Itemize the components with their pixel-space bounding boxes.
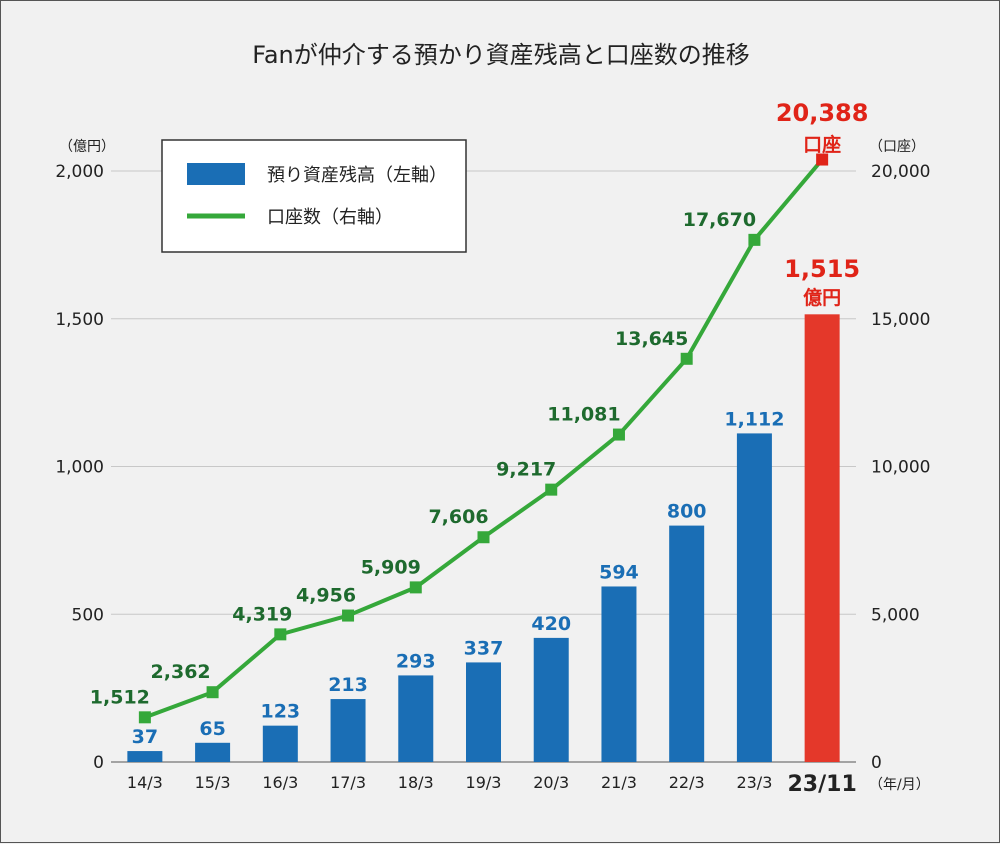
x-axis-ticks: 14/3 15/3 16/3 17/3 18/3 19/3 20/3 21/3 22/3 23/3…	[127, 772, 857, 797]
line-value-label: 4,319	[232, 603, 292, 625]
x-tick-label: 20/3	[533, 773, 569, 792]
bar-series: 37 65 123 213 293 337 420 594 800 1,112	[127, 314, 840, 762]
x-tick-label: 16/3	[262, 773, 298, 792]
legend-bar-swatch	[187, 163, 245, 185]
line-marker	[612, 428, 625, 441]
x-tick-label: 18/3	[398, 773, 434, 792]
highlight-bar-value: 1,515	[784, 255, 860, 283]
legend-bar-label: 預り資産残高（左軸）	[267, 165, 447, 186]
line-value-label: 11,081	[547, 404, 620, 426]
x-tick-label: 23/3	[736, 773, 772, 792]
legend: 預り資産残高（左軸） 口座数（右軸）	[161, 139, 467, 253]
line-value-label: 7,606	[428, 506, 488, 528]
left-tick-label: 1,000	[55, 458, 104, 478]
bar	[262, 725, 298, 762]
right-tick-label: 5,000	[871, 605, 920, 625]
line-marker	[816, 153, 829, 166]
right-axis-unit: （口座）	[869, 139, 925, 155]
line-value-label: 4,956	[296, 585, 356, 607]
bar	[533, 637, 569, 762]
bar-value-label: 123	[260, 701, 300, 723]
bar	[466, 662, 501, 762]
highlight-line-unit: 口座	[803, 133, 841, 156]
right-axis-ticks: 0 5,000 10,000 15,000 20,000	[871, 162, 930, 773]
right-tick-label: 0	[871, 753, 882, 773]
highlight-bar-unit: 億円	[803, 286, 841, 309]
bar	[330, 699, 366, 762]
bar-value-label: 37	[132, 726, 158, 748]
x-tick-label: 15/3	[195, 773, 231, 792]
left-axis-ticks: 0 500 1,000 1,500 2,000	[55, 162, 104, 773]
highlight-labels: 20,388 口座 1,515 億円	[776, 99, 869, 309]
bar-value-label: 65	[199, 718, 225, 740]
x-tick-label: 22/3	[669, 773, 705, 792]
bar	[669, 525, 705, 762]
left-tick-label: 2,000	[55, 162, 104, 182]
line-value-label: 1,512	[90, 686, 150, 708]
line-marker	[206, 686, 219, 699]
bar	[736, 433, 772, 762]
chart-title: Fanが仲介する預かり資産残高と口座数の推移	[252, 41, 750, 69]
left-tick-label: 500	[72, 605, 104, 625]
highlight-line-value: 20,388	[776, 99, 869, 127]
right-tick-label: 10,000	[871, 458, 930, 478]
line-marker	[545, 483, 558, 496]
left-tick-label: 1,500	[55, 310, 104, 330]
bar-value-label: 293	[396, 650, 436, 672]
x-axis-unit: （年/月）	[869, 777, 930, 793]
bar-value-label: 420	[531, 613, 571, 635]
bar	[601, 586, 637, 762]
bar-value-label: 1,112	[724, 408, 784, 430]
line-value-label: 13,645	[615, 328, 688, 350]
left-axis-unit: （億円）	[59, 139, 115, 155]
left-tick-label: 0	[93, 753, 104, 773]
line-value-label: 2,362	[151, 661, 211, 683]
x-tick-label: 14/3	[127, 773, 163, 792]
legend-line-label: 口座数（右軸）	[267, 207, 393, 228]
line-value-label: 9,217	[496, 459, 556, 481]
bar	[195, 742, 231, 762]
right-tick-label: 20,000	[871, 162, 930, 182]
bar	[127, 751, 163, 762]
x-tick-label: 23/11	[788, 772, 857, 797]
bar	[804, 314, 840, 762]
legend-box	[161, 139, 467, 253]
bar-value-label: 594	[599, 561, 639, 583]
bar-value-label: 337	[464, 637, 504, 659]
bar	[398, 675, 434, 762]
right-tick-label: 15,000	[871, 310, 930, 330]
line-marker	[409, 581, 422, 594]
bar-value-label: 213	[328, 674, 368, 696]
x-tick-label: 17/3	[330, 773, 366, 792]
line-marker	[342, 609, 355, 622]
line-marker	[138, 711, 151, 724]
line-marker	[274, 628, 287, 641]
x-tick-label: 21/3	[601, 773, 637, 792]
line-marker	[680, 352, 693, 365]
line-marker	[477, 531, 490, 544]
bar-value-label: 800	[667, 501, 707, 523]
x-tick-label: 19/3	[466, 773, 502, 792]
line-value-label: 5,909	[361, 556, 421, 578]
line-marker	[748, 233, 761, 246]
line-value-label: 17,670	[683, 209, 756, 231]
